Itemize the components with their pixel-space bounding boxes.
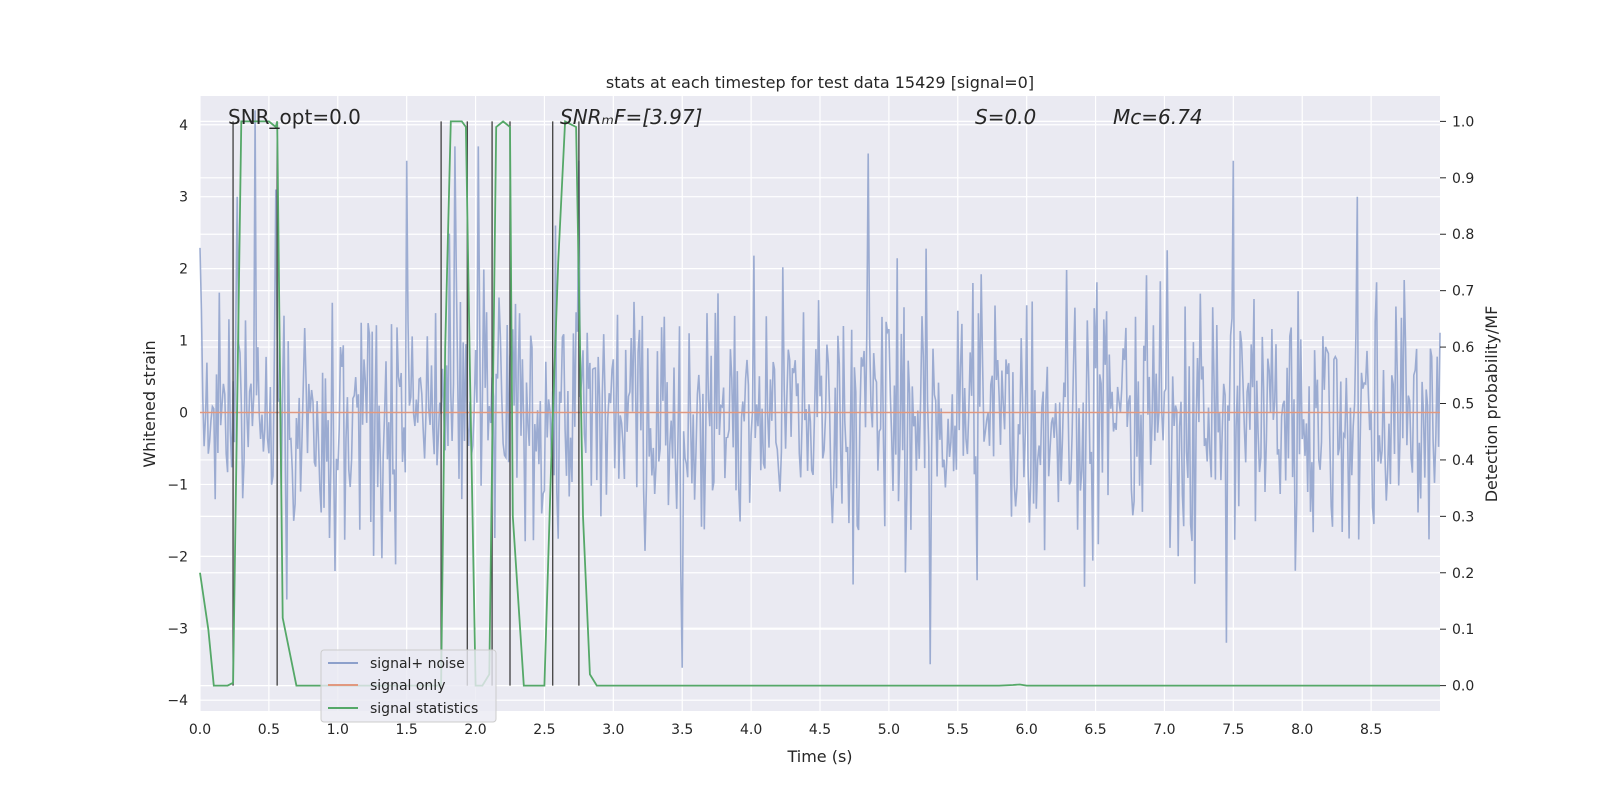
y-tick-label-left: 4 <box>179 118 188 134</box>
x-tick-label: 4.5 <box>809 722 831 738</box>
y-tick-label-left: 2 <box>179 262 188 278</box>
x-tick-label: 8.5 <box>1360 722 1382 738</box>
legend-label-noise: signal+ noise <box>370 656 465 672</box>
x-tick-label: 3.5 <box>671 722 693 738</box>
y-tick-label-right: 0.1 <box>1452 622 1474 638</box>
y-tick-label-right: 0.3 <box>1452 509 1474 525</box>
legend-box <box>320 649 497 723</box>
x-tick-label: 3.0 <box>602 722 624 738</box>
legend-label-stats: signal statistics <box>370 701 478 717</box>
y-axis-label-right: Detection probability/MF <box>1482 306 1501 503</box>
y-tick-label-right: 0.9 <box>1452 171 1474 187</box>
y-tick-label-right: 0.6 <box>1452 340 1474 356</box>
y-axis-label-left: Whitened strain <box>140 340 159 467</box>
y-ticks-right: 1.0 0.9 0.8 0.7 0.6 0.5 0.4 0.3 0.2 0.1 0.0 <box>1440 114 1474 695</box>
y-tick-label-right: 0.2 <box>1452 566 1474 582</box>
y-tick-label-right: 0.0 <box>1452 679 1474 695</box>
x-tick-label: 5.0 <box>878 722 900 738</box>
x-tick-label: 7.0 <box>1153 722 1175 738</box>
x-tick-label: 2.5 <box>533 722 555 738</box>
x-tick-label: 6.5 <box>1084 722 1106 738</box>
x-tick-label: 6.0 <box>1016 722 1038 738</box>
legend-label-signal-only: signal only <box>370 678 445 694</box>
y-tick-label-left: −1 <box>167 477 188 493</box>
y-tick-label-left: −2 <box>167 549 188 565</box>
noise-line <box>199 110 1441 668</box>
x-tick-label: 7.5 <box>1222 722 1244 738</box>
y-tick-label-left: 3 <box>179 190 188 206</box>
x-ticks: 0.0 0.5 1.0 1.5 2.0 2.5 3.0 3.5 4.0 4.5 5.0 5.5 6.0 6… <box>189 722 1382 738</box>
y-tick-label-right: 0.7 <box>1452 284 1474 300</box>
y-tick-label-left: 1 <box>179 334 188 350</box>
x-tick-label: 0.0 <box>189 722 211 738</box>
x-tick-label: 5.5 <box>947 722 969 738</box>
x-tick-label: 2.0 <box>464 722 486 738</box>
y-tick-label-left: 0 <box>179 405 188 421</box>
y-tick-label-right: 0.5 <box>1452 397 1474 413</box>
annotation-snr-opt: SNR_opt=0.0 <box>228 105 361 129</box>
y-tick-label-left: −3 <box>167 621 188 637</box>
y-tick-label-right: 0.8 <box>1452 227 1474 243</box>
x-tick-label: 0.5 <box>258 722 280 738</box>
noise-series <box>199 110 1441 668</box>
x-tick-label: 4.0 <box>740 722 762 738</box>
annotation-snr-mf: SNRₘF=[3.97] <box>560 105 702 129</box>
y-tick-label-right: 0.4 <box>1452 453 1474 469</box>
x-tick-label: 1.5 <box>396 722 418 738</box>
y-tick-label-right: 1.0 <box>1452 114 1474 130</box>
y-tick-label-left: −4 <box>167 693 188 709</box>
chart-title: stats at each timestep for test data 154… <box>606 73 1034 92</box>
x-tick-label: 8.0 <box>1291 722 1313 738</box>
annotation-s: S=0.0 <box>975 105 1036 129</box>
legend: signal+ noise signal only signal statist… <box>320 649 497 723</box>
x-axis-label: Time (s) <box>786 747 852 766</box>
annotation-mc: Mᴄ=6.74 <box>1113 105 1203 129</box>
x-tick-label: 1.0 <box>327 722 349 738</box>
y-ticks-left: 4 3 2 1 0 −1 −2 −3 −4 <box>167 118 188 709</box>
